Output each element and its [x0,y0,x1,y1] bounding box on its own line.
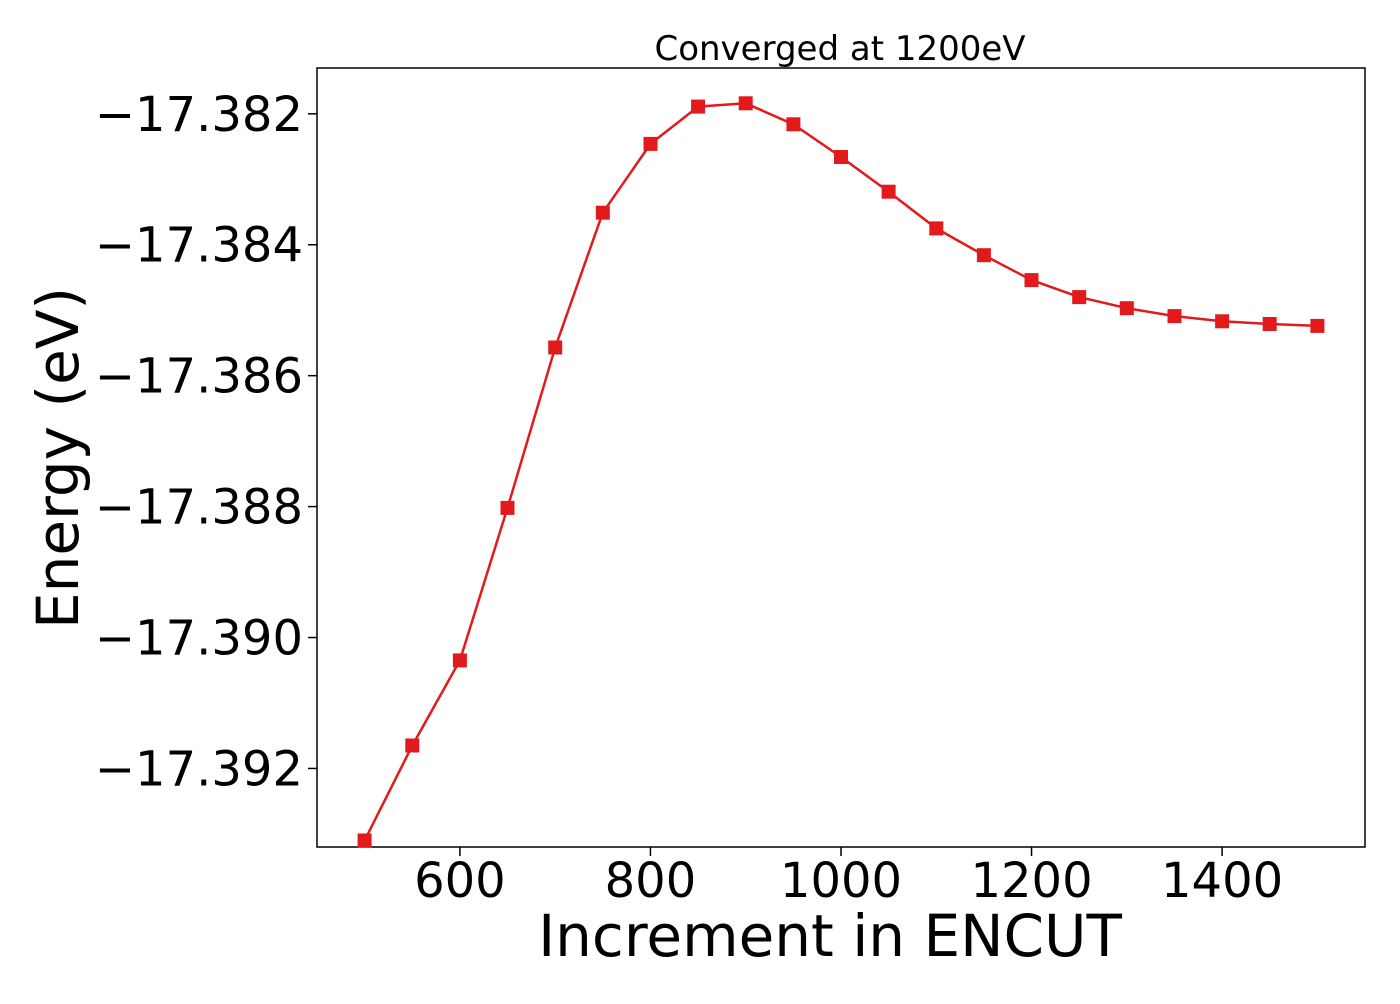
data-point-marker [738,96,753,111]
x-tick-label: 800 [605,853,697,909]
y-tick-label: −17.382 [95,87,303,143]
data-point-marker [1167,309,1182,324]
y-tick-label: −17.384 [95,218,303,274]
data-point-marker [786,117,801,132]
y-tick-label: −17.386 [95,349,303,405]
data-point-marker [834,150,848,164]
data-point-marker [976,248,991,263]
y-axis-label: Energy (eV) [24,287,92,629]
data-point-marker [929,221,944,236]
y-tick-label: −17.392 [95,741,303,797]
data-point-marker [1072,290,1087,305]
data-point-marker [357,833,372,848]
data-point-marker [691,99,706,114]
data-point-marker [548,340,563,355]
data-point-marker [1215,314,1230,329]
x-tick-label: 1200 [970,853,1092,909]
data-point-marker [881,184,896,199]
data-point-marker [1024,273,1039,288]
series-line [363,102,1318,842]
y-tick-label: −17.390 [95,611,303,667]
x-axis-label: Increment in ENCUT [538,902,1122,970]
data-point-marker [452,653,467,668]
y-tick-label: −17.388 [95,480,303,536]
data-point-marker [405,738,420,753]
x-tick-label: 1400 [1161,853,1283,909]
data-point-marker [643,136,658,151]
data-point-marker [500,500,515,515]
series-layer [357,96,1325,848]
x-tick-label: 600 [414,853,506,909]
data-point-marker [595,205,610,220]
data-point-marker [1310,318,1325,333]
plot-area-frame [316,67,1366,848]
y-axis: −17.382 −17.384 −17.386 −17.388 −17.390 −17.3… [95,87,317,797]
data-point-marker [1119,301,1134,316]
data-point-marker [1262,317,1277,331]
x-tick-label: 1000 [780,853,902,909]
x-axis: 600 800 1000 1200 1400 [414,847,1283,909]
chart-title: Converged at 1200eV [654,29,1025,69]
